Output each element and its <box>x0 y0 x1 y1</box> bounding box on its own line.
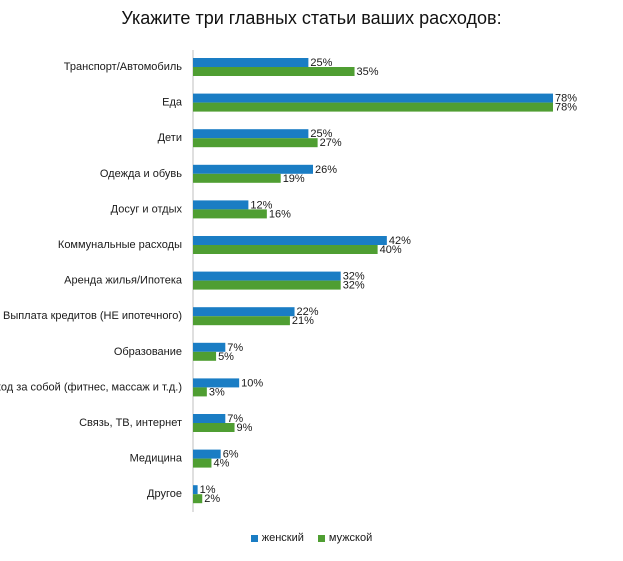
data-label: 32% <box>343 271 365 283</box>
bar-female <box>193 164 313 174</box>
bar-female <box>193 271 341 281</box>
legend-item-male: мужской <box>317 532 373 544</box>
data-label: 10% <box>241 377 263 389</box>
legend-swatch <box>317 534 325 542</box>
bar-male <box>193 209 267 219</box>
bar-female <box>193 307 295 317</box>
category-label: Транспорт/Автомобиль <box>64 61 182 73</box>
data-label: 19% <box>283 173 305 185</box>
bar-female <box>193 342 226 352</box>
bar-female <box>193 129 309 139</box>
bar-female <box>193 58 309 67</box>
bar-female <box>193 93 553 103</box>
bar-male <box>193 173 281 183</box>
category-label: Связь, ТВ, интернет <box>79 417 182 429</box>
category-label: Образование <box>114 346 182 358</box>
bar-male <box>193 280 341 290</box>
bar-male <box>193 351 217 361</box>
bar-female <box>193 449 221 459</box>
data-label: 40% <box>380 244 402 256</box>
data-label: 21% <box>292 315 314 327</box>
bar-male <box>193 138 318 148</box>
data-label: 7% <box>227 413 243 425</box>
bar-male <box>193 458 212 468</box>
data-label: 5% <box>218 351 234 363</box>
data-label: 35% <box>357 66 379 78</box>
data-label: 2% <box>204 493 220 505</box>
bar-male <box>193 316 290 326</box>
data-label: 78% <box>555 102 577 114</box>
legend-swatch <box>250 534 258 542</box>
bar-female <box>193 485 198 495</box>
bar-female <box>193 236 387 245</box>
data-label: 27% <box>320 137 342 149</box>
data-label: 1% <box>200 484 216 496</box>
data-label: 7% <box>227 342 243 354</box>
legend-item-female: женский <box>250 532 304 544</box>
category-label: Медицина <box>130 453 183 465</box>
bars-layer: Транспорт/Автомобиль 25% 35% Еда 78%78% Дети 2… <box>0 57 577 505</box>
data-label: 6% <box>223 449 239 461</box>
category-label: Одежда и обувь <box>100 168 182 180</box>
data-label: 16% <box>269 208 291 220</box>
data-label: 25% <box>310 57 332 69</box>
category-label: Выплата кредитов (НЕ ипотечного) <box>3 310 182 322</box>
legend-label: мужской <box>328 532 373 544</box>
bar-male <box>193 423 235 432</box>
category-label: Досуг и отдых <box>111 203 183 215</box>
category-label: Другое <box>147 488 182 500</box>
bar-male <box>193 67 355 76</box>
chart-title: Укажите три главных статьи ваших расходо… <box>121 8 502 28</box>
data-label: 22% <box>297 306 319 318</box>
bar-female <box>193 378 240 388</box>
category-label: Аренда жилья/Ипотека <box>64 275 183 287</box>
category-label: Дети <box>158 132 182 144</box>
data-label: 32% <box>343 280 365 292</box>
bar-female <box>193 414 226 423</box>
category-label: Коммунальные расходы <box>58 239 182 251</box>
data-label: 3% <box>209 386 225 398</box>
bar-female <box>193 200 249 210</box>
data-label: 9% <box>237 422 253 434</box>
bar-male <box>193 494 203 504</box>
legend: женский мужской <box>0 532 623 544</box>
bar-male <box>193 245 378 254</box>
data-label: 12% <box>250 199 272 211</box>
data-label: 42% <box>389 235 411 247</box>
legend-label: женский <box>261 532 304 544</box>
data-label: 78% <box>555 93 577 105</box>
bar-male <box>193 102 553 112</box>
category-label: Уход за собой (фитнес, массаж и т.д.) <box>0 381 182 393</box>
data-label: 4% <box>213 458 229 470</box>
data-label: 25% <box>310 128 332 140</box>
data-label: 26% <box>315 164 337 176</box>
bar-male <box>193 387 207 397</box>
category-label: Еда <box>162 97 183 109</box>
